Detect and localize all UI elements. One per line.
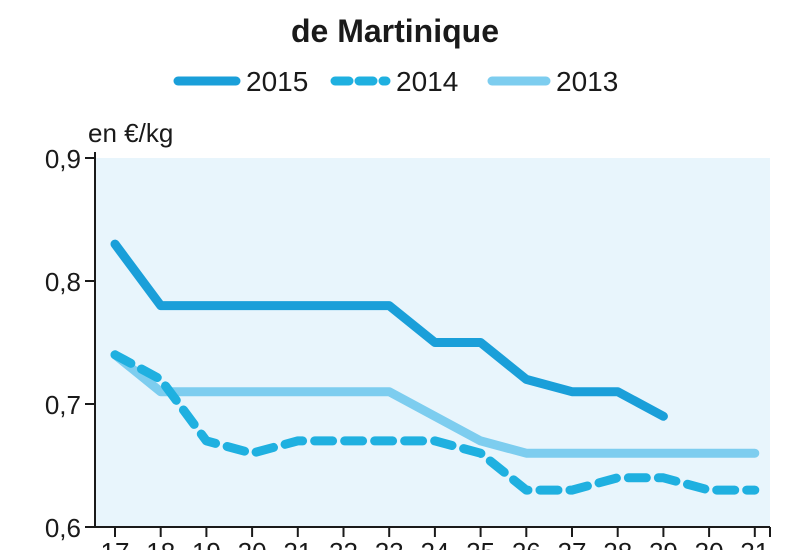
y-unit-label: en €/kg (88, 118, 173, 148)
series-line-2015 (110, 239, 668, 421)
y-tick-label: 0,9 (45, 144, 81, 174)
x-tick-label: 28 (603, 537, 632, 550)
x-tick-label: 22 (329, 537, 358, 550)
chart-title: de Martinique (291, 13, 499, 49)
x-tick-label: 18 (146, 537, 175, 550)
series-line-2014 (110, 350, 760, 495)
axes-layer: 0,6 0,7 0,8 0,9 17 18 19 20 21 22 23 24 25 26 27 28 29 30… (45, 144, 771, 550)
x-tick-label: 27 (558, 537, 587, 550)
y-tick-label: 0,6 (45, 513, 81, 543)
x-tick-label: 30 (695, 537, 724, 550)
x-tick-label: 20 (238, 537, 267, 550)
legend: 2015 2014 2013 (173, 66, 618, 97)
x-tick-label: 26 (512, 537, 541, 550)
x-tick-label: 17 (101, 537, 130, 550)
x-tick-label: 29 (649, 537, 678, 550)
legend-label-2015: 2015 (246, 66, 308, 97)
x-tick-label: 31 (740, 537, 769, 550)
y-tick-label: 0,7 (45, 390, 81, 420)
x-tick-label: 21 (283, 537, 312, 550)
legend-label-2013: 2013 (556, 66, 618, 97)
x-tick-label: 19 (192, 537, 221, 550)
series-layer (110, 239, 760, 495)
y-tick-label: 0,8 (45, 267, 81, 297)
x-tick-label: 25 (466, 537, 495, 550)
legend-label-2014: 2014 (396, 66, 458, 97)
x-tick-label: 24 (420, 537, 449, 550)
x-tick-label: 23 (375, 537, 404, 550)
series-line-2013 (110, 350, 760, 458)
